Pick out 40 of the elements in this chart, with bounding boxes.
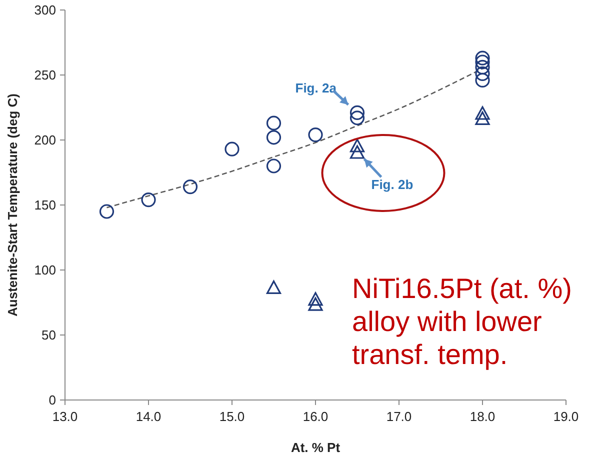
point bbox=[350, 105, 365, 120]
point bbox=[182, 180, 198, 194]
point bbox=[308, 128, 323, 142]
annotation: Fig. 2b bbox=[371, 177, 414, 192]
point bbox=[266, 158, 282, 174]
point bbox=[350, 110, 365, 126]
annotation: NiTi16.5Pt (at. %) alloy with lower transf. temp. bbox=[352, 273, 572, 370]
point bbox=[350, 138, 365, 152]
x-tick-label: 16.0 bbox=[302, 409, 328, 424]
y-tick-label: 300 bbox=[34, 2, 56, 18]
y-tick-label: 50 bbox=[42, 328, 56, 343]
point bbox=[475, 54, 490, 70]
y-tick-label: 100 bbox=[34, 262, 56, 278]
y-tick-label: 0 bbox=[48, 392, 56, 408]
x-tick-label: 15.0 bbox=[219, 409, 245, 424]
point bbox=[475, 50, 490, 66]
point bbox=[475, 106, 490, 120]
x-tick-label: 14.0 bbox=[136, 409, 162, 424]
y-axis-title: Austenite-Start Temperature (deg C) bbox=[5, 94, 20, 316]
x-tick-label: 19.0 bbox=[553, 409, 579, 424]
point bbox=[475, 111, 490, 125]
y-tick-label: 250 bbox=[34, 68, 56, 83]
x-tick-label: 18.0 bbox=[470, 409, 496, 424]
point bbox=[266, 130, 282, 145]
point bbox=[475, 72, 490, 88]
point bbox=[308, 292, 323, 306]
point bbox=[224, 142, 240, 156]
point bbox=[141, 192, 156, 208]
point bbox=[99, 204, 114, 219]
y-tick-label: 200 bbox=[34, 132, 56, 148]
point bbox=[266, 280, 282, 294]
point bbox=[475, 66, 490, 81]
point bbox=[475, 60, 490, 74]
x-axis-title: At. % Pt bbox=[290, 440, 341, 455]
point bbox=[350, 145, 365, 159]
point bbox=[266, 116, 282, 130]
y-tick-label: 150 bbox=[34, 198, 56, 213]
x-tick-label: 13.0 bbox=[52, 409, 78, 424]
point bbox=[308, 297, 323, 311]
x-tick-label: 17.0 bbox=[386, 409, 412, 424]
